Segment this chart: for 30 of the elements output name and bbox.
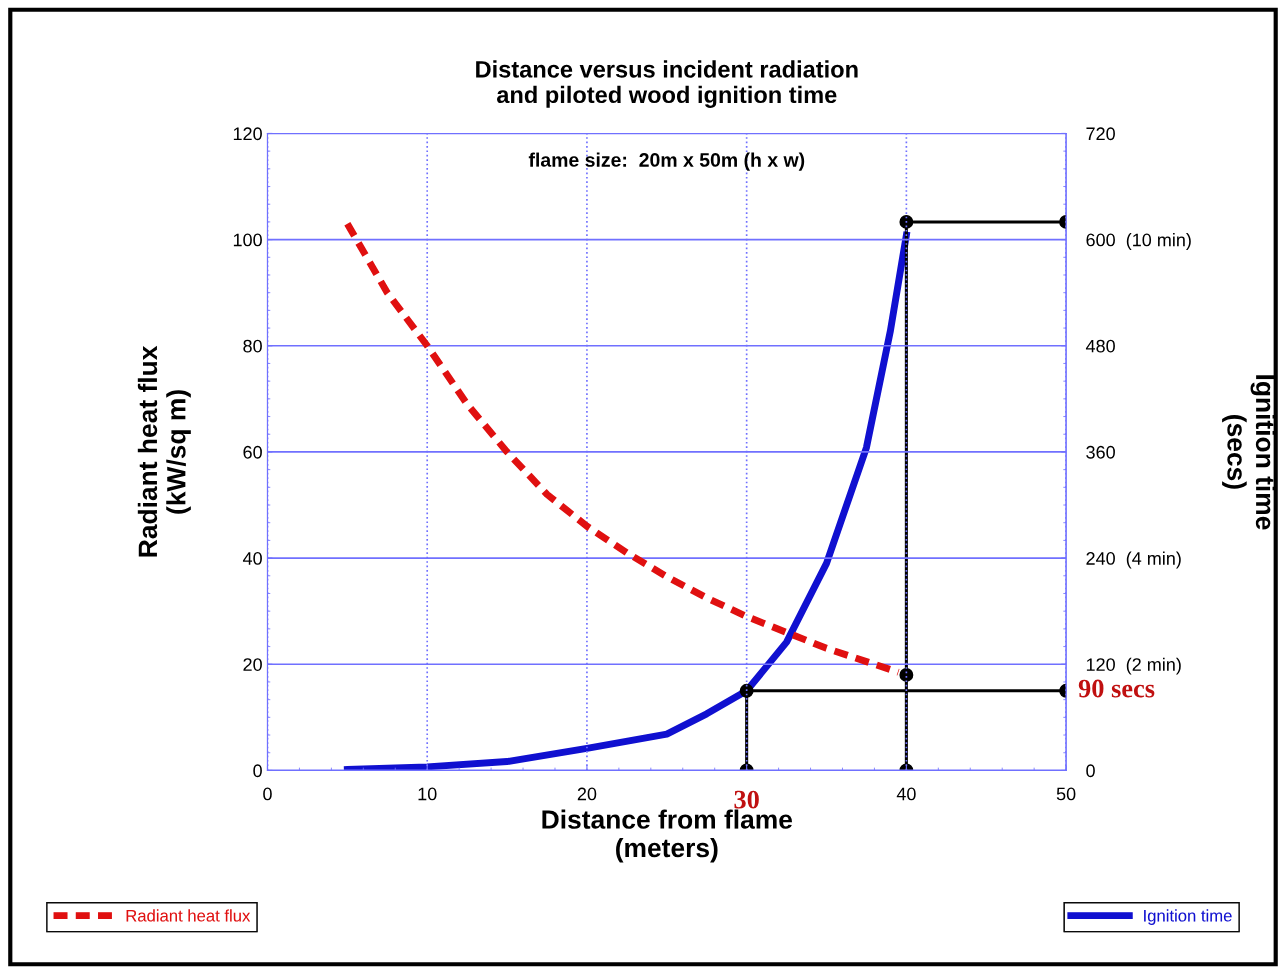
y2-tick-label: 600 (10 min) [1086,233,1191,250]
x-tick-label: 50 [1056,787,1076,801]
y-tick-label: 100 [233,233,262,247]
x-tick-label: 40 [896,787,916,801]
y2-tick-label: 360 [1086,445,1115,459]
y2-tick-label: 240 (4 min) [1086,551,1181,569]
y-axis-title: Radiant heat flux (kW/sq m) [137,345,191,557]
point [899,214,914,229]
y-tick-label: 0 [253,764,262,778]
point [899,667,914,682]
y-tick-label: 60 [243,445,262,459]
x-tick-label: 0 [263,787,272,801]
x-tick-label: 20 [577,787,597,801]
y-tick-label: 20 [243,658,262,671]
y2-tick-label: 720 [1086,127,1115,141]
x-axis-title: Distance from flame (meters) [542,809,793,863]
legend-label: Radiant heat flux [126,909,251,922]
y2-tick-label: 0 [1086,764,1095,778]
annotation: 30 [734,790,759,809]
y2-tick-label: 480 [1085,339,1115,353]
y2-axis-title: Ignition time (secs) [1222,375,1276,530]
text: 90 secs [1078,679,1155,698]
legend-label: Ignition time [1144,909,1232,925]
y-tick-label: 120 [233,127,262,141]
y2-tick-label: 120 (2 min) [1086,657,1181,675]
y-tick-label: 80 [243,339,262,353]
x-tick-label: 10 [418,787,437,801]
annotation: flame size: 20m x 50m (h x w) [528,152,805,171]
chart-title: Distance versus incident radiation and piloted wood ignition time [476,60,858,108]
y-tick-label: 40 [242,552,262,565]
